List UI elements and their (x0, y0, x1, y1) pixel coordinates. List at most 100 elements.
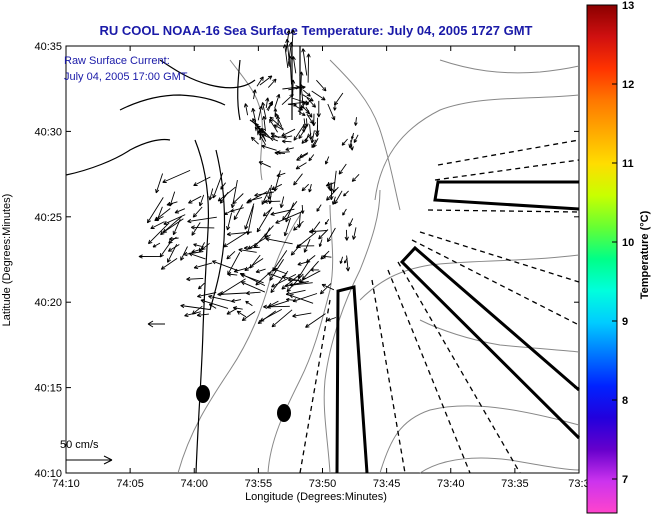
current-vector (188, 252, 206, 260)
current-vector (247, 197, 263, 203)
current-vector (198, 194, 205, 207)
current-vector (310, 130, 315, 144)
current-vector (187, 216, 217, 224)
current-vector (150, 221, 165, 230)
current-vector (279, 196, 285, 209)
current-vector (289, 294, 314, 304)
current-vector (196, 312, 209, 318)
colorbar-tick-label: 8 (622, 395, 628, 407)
current-vector (291, 56, 297, 74)
map-panel: Raw Surface Current: July 04, 2005 17:00… (60, 29, 581, 474)
current-vector (263, 199, 281, 204)
colorbar-label: Temperature (°C) (639, 210, 651, 299)
scale-arrow (66, 455, 113, 465)
current-vector (345, 255, 351, 272)
current-vector (303, 89, 311, 97)
colorbar-tick-label: 11 (622, 158, 634, 170)
current-vector (326, 317, 337, 322)
current-vector (252, 89, 257, 100)
y-tick-label: 40:35 (34, 41, 62, 53)
current-vector (297, 261, 307, 266)
current-vector (152, 242, 161, 248)
current-vector (217, 186, 236, 202)
current-vector (197, 292, 217, 299)
current-vector (274, 150, 286, 156)
current-vector (301, 260, 319, 281)
current-vector (327, 227, 336, 243)
radar-sectors (299, 139, 581, 474)
current-vector (285, 297, 295, 302)
sector-southeast (399, 245, 581, 440)
annotation-line-2: July 04, 2005 17:00 GMT (64, 71, 188, 83)
current-vector (287, 277, 300, 283)
current-vector (348, 134, 354, 148)
current-vector (160, 258, 178, 270)
current-vector (292, 312, 312, 318)
current-vector (300, 204, 305, 214)
current-vector (339, 256, 344, 264)
current-vector (256, 206, 273, 233)
current-vector (274, 93, 281, 109)
current-vector (208, 303, 217, 309)
current-vector (255, 267, 275, 286)
x-tick-label: 73:40 (437, 478, 465, 490)
current-vector (241, 281, 266, 293)
annotation-line-1: Raw Surface Current: (64, 55, 170, 67)
current-vector (342, 208, 347, 216)
current-vector (327, 103, 336, 121)
current-vector (266, 102, 273, 111)
current-vector (261, 102, 267, 119)
current-vector (293, 173, 303, 186)
current-vector (308, 124, 313, 140)
current-vector (265, 237, 293, 245)
current-vector (276, 172, 286, 178)
current-vector (212, 172, 224, 199)
current-vector (257, 105, 263, 121)
current-vector (208, 294, 232, 302)
surface-current-vectors (138, 29, 360, 328)
current-vector (255, 268, 266, 274)
colorbar-gradient (586, 4, 618, 514)
current-vector (166, 201, 178, 207)
current-vector (344, 229, 349, 241)
y-tick-label: 40:20 (34, 297, 62, 309)
current-vector (193, 262, 213, 270)
current-vector (343, 190, 349, 197)
current-vector (316, 204, 322, 212)
current-vector (329, 182, 334, 201)
current-vector (321, 283, 335, 291)
x-tick-label: 74:00 (180, 478, 208, 490)
current-vector (227, 272, 238, 277)
x-axis: 74:10 74:05 74:00 73:55 73:50 73:45 73:40 73:35… (52, 46, 590, 490)
current-vector (341, 138, 348, 146)
current-vector (308, 183, 312, 193)
current-vector (220, 182, 226, 190)
current-vector (155, 173, 164, 194)
current-vector (243, 103, 249, 116)
current-vector (160, 216, 182, 236)
current-vector (226, 212, 233, 231)
y-axis-label: Latitude (Degrees:Minutes) (1, 194, 13, 327)
current-vector (298, 126, 307, 139)
radar-site-marker-west (196, 385, 210, 403)
current-vector (308, 229, 327, 234)
current-vector (254, 191, 274, 198)
current-vector (283, 217, 291, 237)
current-vector (351, 227, 357, 240)
current-vector (233, 204, 243, 221)
current-vector (244, 203, 255, 230)
current-vector (290, 243, 302, 256)
current-vector (353, 134, 359, 143)
current-vector (285, 29, 291, 53)
current-vector (186, 276, 204, 282)
current-vector (154, 208, 171, 222)
current-vector (273, 108, 278, 117)
current-vector (270, 270, 289, 294)
current-vector (348, 218, 354, 227)
current-vector (231, 298, 242, 303)
scale-label: 50 cm/s (60, 439, 99, 451)
current-vector (293, 125, 304, 141)
current-vector (230, 180, 238, 209)
current-vector (238, 247, 257, 253)
current-vector (297, 259, 310, 279)
